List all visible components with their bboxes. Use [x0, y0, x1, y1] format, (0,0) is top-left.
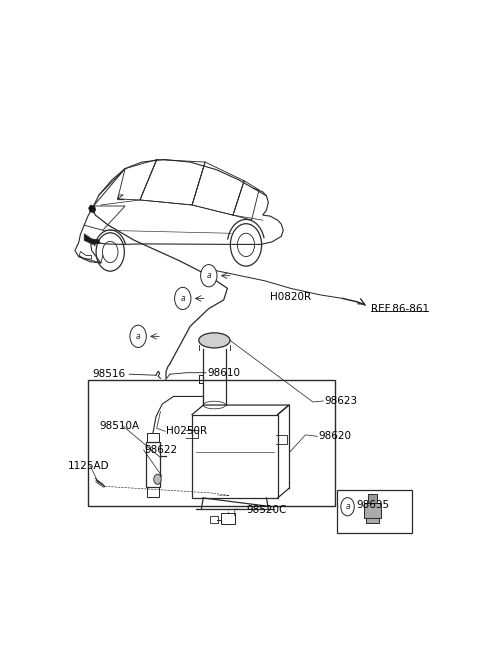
Text: 98516: 98516: [92, 369, 125, 379]
Bar: [147, 487, 158, 497]
Circle shape: [201, 264, 217, 287]
Text: 98622: 98622: [145, 445, 178, 455]
Text: 98635: 98635: [357, 501, 390, 510]
Bar: [364, 503, 381, 518]
Circle shape: [130, 325, 146, 348]
Bar: [88, 380, 335, 506]
Ellipse shape: [199, 333, 230, 348]
Text: 98520C: 98520C: [247, 504, 287, 514]
Bar: [210, 516, 217, 523]
Text: 1125AD: 1125AD: [68, 461, 110, 471]
Bar: [337, 491, 411, 533]
Text: H0250R: H0250R: [166, 426, 207, 436]
Circle shape: [175, 287, 191, 310]
Text: 98610: 98610: [207, 368, 240, 378]
Bar: [147, 433, 158, 442]
Text: 98620: 98620: [319, 432, 351, 441]
Text: a: a: [136, 332, 141, 341]
Circle shape: [154, 474, 161, 484]
Polygon shape: [89, 205, 96, 213]
Polygon shape: [84, 234, 100, 245]
Bar: [146, 442, 160, 487]
Bar: [368, 494, 377, 503]
Text: H0820R: H0820R: [270, 292, 312, 302]
Circle shape: [341, 498, 354, 516]
Text: 98510A: 98510A: [99, 421, 139, 431]
Bar: [366, 518, 379, 523]
Text: 98623: 98623: [324, 396, 357, 406]
Text: a: a: [345, 502, 350, 511]
Bar: [221, 513, 235, 524]
Text: REF.86-861: REF.86-861: [371, 304, 429, 314]
Text: a: a: [180, 294, 185, 303]
Text: a: a: [206, 271, 211, 280]
